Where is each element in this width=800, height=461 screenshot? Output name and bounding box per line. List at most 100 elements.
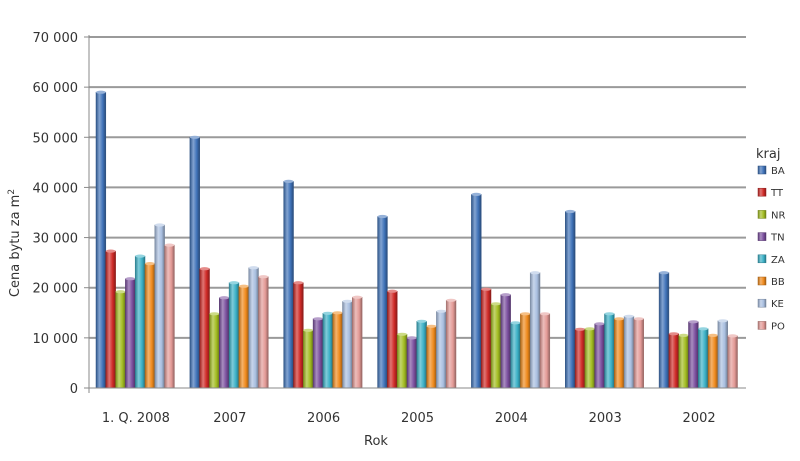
bar-cap-nr-4 <box>491 302 501 306</box>
bar-cap-ba-5 <box>565 209 576 214</box>
bar-tt-1 <box>199 268 210 389</box>
bar-cap-bb-1 <box>238 284 249 288</box>
grid-lines <box>89 36 746 339</box>
bar-nr-2 <box>303 330 314 389</box>
bar-nr-4 <box>490 303 502 389</box>
bar-ba-0 <box>95 91 107 389</box>
bar-cap-za-0 <box>135 254 146 258</box>
bar-cap-ke-4 <box>530 271 540 275</box>
bar-cap-ba-0 <box>96 90 106 94</box>
bar-cap-ba-2 <box>283 179 294 183</box>
y-tick-label: 40 000 <box>33 181 79 196</box>
bar-cap-po-5 <box>633 317 644 321</box>
bar-cap-nr-0 <box>115 290 126 294</box>
bar-za-6 <box>698 328 709 389</box>
bar-ba-3 <box>377 216 388 389</box>
bar-po-5 <box>633 318 644 389</box>
bar-cap-tn-2 <box>313 317 323 321</box>
bar-nr-0 <box>115 291 126 389</box>
axes <box>84 35 746 393</box>
x-tick-label: 2007 <box>213 411 246 426</box>
bar-nr-3 <box>396 334 408 389</box>
bar-po-3 <box>445 300 457 389</box>
bar-ke-0 <box>154 224 165 389</box>
bar-ke-1 <box>248 267 259 389</box>
bar-tt-0 <box>105 250 116 389</box>
bar-za-2 <box>322 313 333 389</box>
bar-cap-tn-3 <box>407 336 417 340</box>
y-tick-label: 50 000 <box>33 131 79 146</box>
bar-cap-za-3 <box>416 319 427 323</box>
bar-cap-ba-6 <box>659 271 669 275</box>
y-axis-title-superscript: 2 <box>7 189 17 195</box>
bar-cap-bb-4 <box>520 312 531 316</box>
bar-ba-4 <box>471 194 482 389</box>
bar-cap-ba-4 <box>471 192 482 196</box>
bar-cap-ke-6 <box>717 319 728 323</box>
legend-label-ke: KE <box>771 299 784 310</box>
bar-za-0 <box>134 255 146 389</box>
bar-cap-za-5 <box>604 312 615 316</box>
bar-ba-1 <box>189 137 200 389</box>
y-tick-labels: 0 10 000 20 000 30 000 40 000 50 000 60 000 70 … <box>33 31 79 397</box>
bar-po-0 <box>164 244 175 389</box>
bar-cap-bb-2 <box>332 311 343 315</box>
x-tick-labels: 1. Q. 2008 2007 2006 2005 2004 2003 2002 <box>102 411 716 426</box>
bar-cap-ba-1 <box>189 135 200 139</box>
bar-ba-5 <box>565 211 576 389</box>
bar-za-1 <box>228 282 240 389</box>
bar-cap-tt-4 <box>481 287 491 291</box>
bar-cap-nr-6 <box>678 333 689 337</box>
legend: kraj BA TT NR TN ZA BB KE PO <box>756 147 785 332</box>
bars <box>95 90 738 389</box>
legend-label-tn: TN <box>770 233 785 244</box>
bar-cap-tt-1 <box>199 267 210 271</box>
bar-cap-ke-1 <box>248 266 259 270</box>
legend-label-ba: BA <box>771 166 785 177</box>
bar-cap-bb-6 <box>708 333 718 337</box>
bar-cap-po-1 <box>258 275 269 279</box>
bar-cap-po-3 <box>446 298 456 302</box>
bar-bb-5 <box>614 318 625 389</box>
bar-po-4 <box>539 313 551 389</box>
x-tick-label: 2005 <box>401 411 434 426</box>
bar-cap-tt-3 <box>387 289 398 293</box>
bar-cap-tn-1 <box>219 296 230 300</box>
bar-tn-3 <box>406 337 418 389</box>
bar-tn-0 <box>125 278 136 389</box>
bar-cap-nr-2 <box>303 328 314 332</box>
bar-cap-tt-0 <box>105 249 116 253</box>
y-axis-title: Cena bytu za m2 <box>7 189 23 297</box>
bar-bb-4 <box>520 313 531 389</box>
bar-ke-5 <box>623 316 635 389</box>
legend-swatch-za <box>757 254 767 264</box>
bar-cap-bb-0 <box>145 262 155 266</box>
bar-tn-1 <box>219 297 230 389</box>
bar-ba-6 <box>658 272 670 389</box>
bar-cap-tt-2 <box>293 281 304 285</box>
x-tick-label: 2003 <box>589 411 622 426</box>
bar-ke-6 <box>717 320 728 389</box>
legend-items: BA TT NR TN ZA BB KE PO <box>757 165 785 332</box>
bar-cap-tt-6 <box>668 332 679 336</box>
bar-cap-za-2 <box>322 311 333 315</box>
bar-nr-6 <box>678 335 689 389</box>
legend-label-nr: NR <box>771 210 785 221</box>
bar-za-4 <box>510 322 521 389</box>
legend-label-po: PO <box>771 321 785 332</box>
bar-tn-6 <box>688 321 699 389</box>
bar-cap-nr-1 <box>209 312 220 316</box>
bar-cap-za-6 <box>698 327 709 331</box>
bar-tt-4 <box>480 288 492 389</box>
bar-tt-3 <box>387 290 398 389</box>
bar-cap-ke-5 <box>624 314 634 318</box>
legend-swatch-bb <box>757 276 767 286</box>
legend-swatch-nr <box>757 210 767 219</box>
bar-po-6 <box>727 335 738 389</box>
legend-label-tt: TT <box>770 188 784 199</box>
bar-ke-4 <box>529 272 541 389</box>
bar-tt-5 <box>574 329 586 389</box>
legend-swatch-tt <box>757 187 767 197</box>
bar-cap-po-4 <box>540 312 550 316</box>
